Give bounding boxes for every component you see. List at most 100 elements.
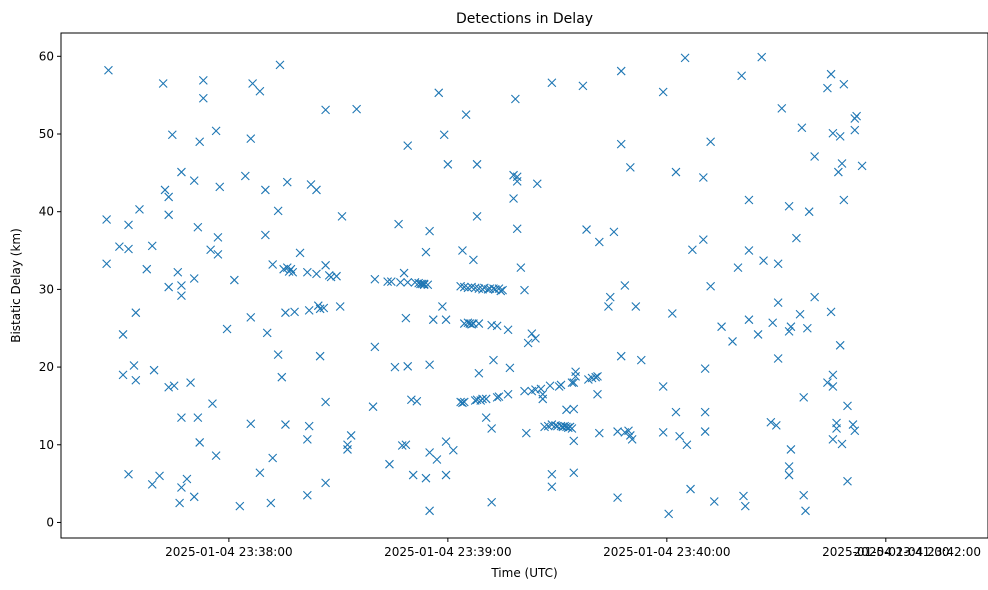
data-point [425, 360, 434, 370]
data-point [282, 177, 292, 187]
data-point [520, 285, 529, 295]
data-point [335, 302, 345, 311]
data-point [255, 468, 265, 478]
data-point [302, 490, 312, 500]
data-point [177, 167, 186, 177]
data-point [118, 370, 128, 380]
data-point [700, 427, 710, 436]
data-point [487, 424, 497, 433]
data-point [441, 470, 451, 480]
data-point [406, 395, 416, 405]
data-point [182, 474, 192, 484]
data-point [578, 81, 588, 91]
data-point [801, 506, 810, 516]
data-point [492, 392, 502, 402]
data-point [383, 277, 393, 287]
data-point [594, 428, 604, 438]
data-point [273, 350, 283, 360]
data-point [520, 386, 529, 396]
data-point [319, 303, 329, 313]
data-point [385, 459, 394, 469]
data-point [582, 225, 591, 234]
data-point [777, 103, 787, 113]
data-point [556, 380, 566, 390]
data-point [321, 260, 330, 270]
data-point [397, 441, 407, 450]
data-point [177, 291, 186, 300]
data-point [472, 211, 482, 221]
data-point [784, 201, 794, 211]
data-point [686, 484, 695, 494]
data-point [744, 315, 754, 325]
data-point [459, 397, 469, 407]
data-point [346, 431, 356, 440]
data-point [481, 413, 491, 422]
data-point [700, 364, 710, 374]
data-point [124, 469, 133, 479]
data-point [624, 426, 633, 436]
data-point [837, 439, 847, 449]
data-point [512, 177, 522, 186]
data-point [394, 219, 403, 229]
x-axis-title: Time (UTC) [490, 566, 557, 580]
data-point [315, 351, 325, 361]
data-point [370, 274, 380, 284]
data-point [848, 420, 858, 429]
data-point [773, 354, 783, 363]
data-point [671, 167, 681, 177]
data-point [609, 227, 619, 237]
data-point [390, 362, 400, 372]
y-tick-label: 30 [39, 282, 54, 296]
data-point [753, 330, 763, 339]
data-point [536, 384, 546, 394]
data-point [804, 207, 814, 217]
data-point [728, 337, 737, 346]
data-point [773, 298, 783, 307]
data-point [510, 94, 520, 104]
data-point [124, 220, 133, 230]
data-point [337, 211, 347, 221]
data-points [102, 52, 867, 519]
data-point [658, 87, 668, 97]
data-point [277, 372, 287, 382]
x-tick-label: 2025-01-04 23:41:00 [822, 545, 949, 559]
data-point [658, 382, 668, 391]
data-point [368, 402, 378, 412]
data-point [193, 413, 203, 422]
data-point [658, 427, 668, 437]
data-point [613, 427, 622, 436]
data-point [828, 128, 838, 138]
data-point [281, 308, 290, 318]
data-point [206, 245, 216, 255]
data-point [833, 167, 843, 177]
data-point [193, 222, 203, 232]
plot-frame [60, 32, 988, 539]
data-point [478, 394, 487, 404]
data-point [490, 284, 500, 294]
data-point [456, 281, 466, 291]
data-point [664, 509, 674, 519]
data-point [425, 226, 434, 236]
data-point [302, 434, 312, 444]
data-point [467, 319, 476, 329]
data-point [189, 492, 199, 502]
data-point [569, 468, 579, 478]
data-point [240, 171, 250, 181]
data-point [489, 355, 498, 365]
data-point [295, 248, 305, 258]
data-point [567, 378, 577, 388]
data-point [547, 420, 557, 429]
data-point [850, 125, 860, 135]
data-point [562, 422, 571, 432]
data-point [160, 185, 170, 195]
data-point [631, 302, 641, 311]
data-point [399, 268, 409, 278]
data-point [167, 130, 177, 140]
data-point [164, 282, 174, 292]
data-point [680, 53, 690, 63]
data-point [835, 131, 845, 141]
x-tick-label: 2025-01-04 23:40:00 [603, 545, 730, 559]
data-point [786, 445, 796, 454]
data-point [302, 267, 312, 277]
